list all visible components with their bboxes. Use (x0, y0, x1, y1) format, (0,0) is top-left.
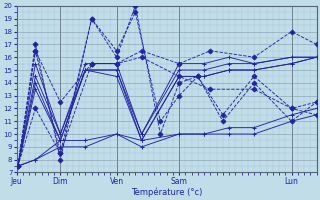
X-axis label: Température (°c): Température (°c) (131, 187, 202, 197)
